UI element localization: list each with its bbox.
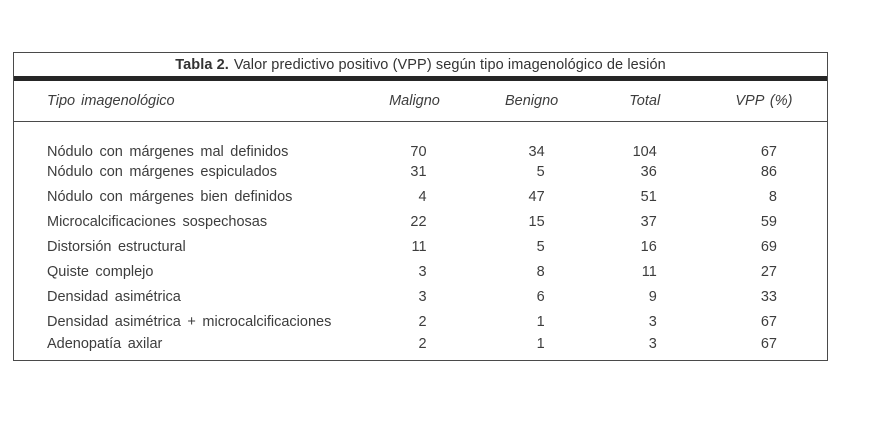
benigno-cell: 1 bbox=[536, 314, 545, 330]
benigno-cell: 34 bbox=[528, 143, 545, 160]
table-container: Tabla 2. Valor predictivo positivo (VPP)… bbox=[13, 52, 828, 361]
column-header-tipo: Tipo imagenológico bbox=[14, 81, 355, 122]
table-row: Microcalcificaciones sospechosas 22 15 3… bbox=[14, 210, 827, 235]
maligno-cell: 11 bbox=[411, 239, 427, 255]
vpp-cell: 8 bbox=[768, 189, 777, 205]
row-label-cell: Densidad asimétrica + microcalcificacion… bbox=[47, 314, 332, 330]
maligno-cell: 3 bbox=[418, 289, 427, 305]
column-header-benigno: Benigno bbox=[474, 81, 589, 122]
row-label-cell: Nódulo con márgenes espiculados bbox=[47, 164, 277, 180]
total-cell: 9 bbox=[648, 289, 657, 305]
maligno-cell: 3 bbox=[418, 264, 427, 280]
row-label-cell: Adenopatía axilar bbox=[47, 335, 163, 352]
maligno-cell: 70 bbox=[410, 143, 427, 160]
vpp-cell: 86 bbox=[760, 164, 777, 180]
maligno-cell: 2 bbox=[418, 335, 427, 352]
table-title-text: Valor predictivo positivo (VPP) según ti… bbox=[233, 56, 666, 73]
vpp-cell: 67 bbox=[760, 314, 777, 330]
benigno-cell: 5 bbox=[536, 164, 545, 180]
maligno-cell: 22 bbox=[410, 214, 427, 230]
table-row: Distorsión estructural 11 5 16 69 bbox=[14, 235, 827, 260]
maligno-cell: 31 bbox=[410, 164, 427, 180]
column-header-total: Total bbox=[588, 81, 701, 122]
total-cell: 3 bbox=[648, 314, 657, 330]
row-label-cell: Nódulo con márgenes bien definidos bbox=[47, 189, 293, 205]
benigno-cell: 1 bbox=[536, 335, 545, 352]
table-row: Nódulo con márgenes mal definidos 70 34 … bbox=[14, 121, 827, 160]
benigno-cell: 6 bbox=[536, 289, 545, 305]
benigno-cell: 5 bbox=[536, 239, 545, 255]
total-cell: 11 bbox=[641, 264, 657, 280]
total-cell: 104 bbox=[632, 143, 657, 160]
total-cell: 37 bbox=[640, 214, 657, 230]
benigno-cell: 8 bbox=[536, 264, 545, 280]
vpp-cell: 67 bbox=[760, 335, 777, 352]
table-header-row: Tipo imagenológico Maligno Benigno Total… bbox=[14, 81, 827, 122]
table-row: Nódulo con márgenes bien definidos 4 47 … bbox=[14, 185, 827, 210]
row-label-cell: Densidad asimétrica bbox=[47, 289, 181, 305]
total-cell: 36 bbox=[640, 164, 657, 180]
row-label-cell: Quiste complejo bbox=[47, 264, 154, 280]
vpp-cell: 33 bbox=[760, 289, 777, 305]
row-label-cell: Nódulo con márgenes mal definidos bbox=[47, 143, 289, 160]
vpp-cell: 67 bbox=[760, 143, 777, 160]
table-row: Densidad asimétrica 3 6 9 33 bbox=[14, 285, 827, 310]
vpp-cell: 27 bbox=[760, 264, 777, 280]
benigno-cell: 15 bbox=[528, 214, 545, 230]
table-number-label: Tabla 2. bbox=[175, 56, 229, 73]
vpp-cell: 69 bbox=[760, 239, 777, 255]
total-cell: 3 bbox=[648, 335, 657, 352]
row-label-cell: Microcalcificaciones sospechosas bbox=[47, 214, 268, 230]
total-cell: 51 bbox=[640, 189, 657, 205]
maligno-cell: 4 bbox=[418, 189, 427, 205]
row-label-cell: Distorsión estructural bbox=[47, 239, 186, 255]
table-caption: Tabla 2. Valor predictivo positivo (VPP)… bbox=[14, 53, 827, 81]
table-row: Nódulo con márgenes espiculados 31 5 36 … bbox=[14, 160, 827, 185]
total-cell: 16 bbox=[640, 239, 657, 255]
column-header-vpp: VPP (%) bbox=[700, 81, 827, 122]
column-header-maligno: Maligno bbox=[354, 81, 475, 122]
vpp-table: Tipo imagenológico Maligno Benigno Total… bbox=[14, 81, 827, 360]
table-row: Adenopatía axilar 2 1 3 67 bbox=[14, 335, 827, 360]
vpp-cell: 59 bbox=[760, 214, 777, 230]
benigno-cell: 47 bbox=[528, 189, 545, 205]
table-row: Densidad asimétrica + microcalcificacion… bbox=[14, 310, 827, 335]
maligno-cell: 2 bbox=[418, 314, 427, 330]
table-row: Quiste complejo 3 8 11 27 bbox=[14, 260, 827, 285]
